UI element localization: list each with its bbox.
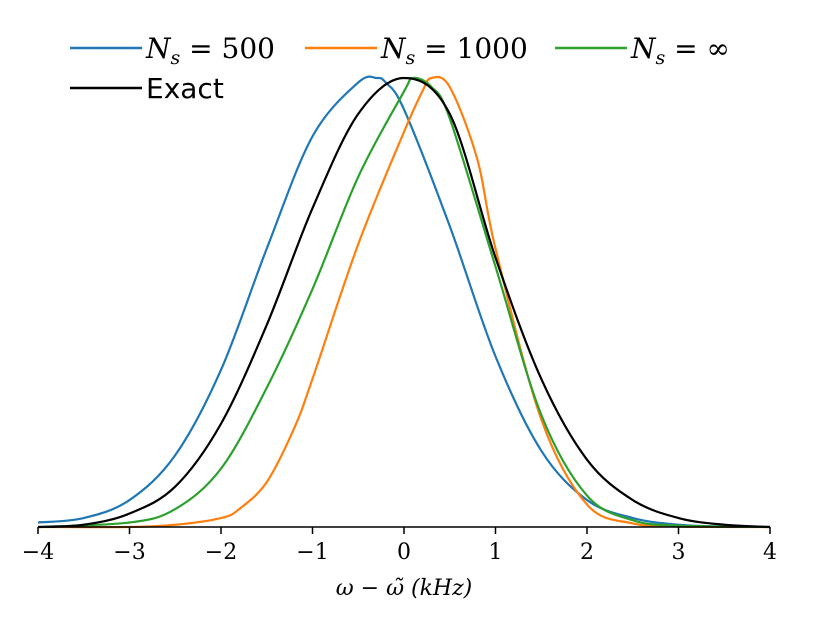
x-tick-label: 2: [580, 540, 594, 565]
x-tick-label: −4: [22, 540, 54, 565]
x-tick-label: −3: [113, 540, 145, 565]
x-tick-label: −1: [296, 540, 328, 565]
curves-layer: [37, 75, 771, 529]
x-axis-label: ω − ω̃ (kHz): [336, 576, 473, 601]
series-line-3: [37, 76, 771, 529]
series-line-0: [37, 75, 771, 529]
x-tick-label: 0: [397, 540, 411, 565]
legend-label-3: Exact: [146, 72, 224, 105]
legend-label-0: Ns = 500: [145, 32, 275, 69]
series-line-2: [37, 76, 771, 529]
legend: Ns = 500 Ns = 1000 Ns = ∞ Exact: [70, 32, 730, 105]
series-line-1: [37, 75, 771, 529]
x-tick-label: −2: [205, 540, 237, 565]
legend-label-1: Ns = 1000: [380, 32, 528, 69]
x-ticks: −4 −3 −2 −1 0 1 2 3 4: [22, 527, 777, 565]
x-tick-label: 4: [763, 540, 777, 565]
x-tick-label: 1: [489, 540, 503, 565]
x-tick-label: 3: [672, 540, 686, 565]
legend-label-2: Ns = ∞: [630, 32, 730, 69]
